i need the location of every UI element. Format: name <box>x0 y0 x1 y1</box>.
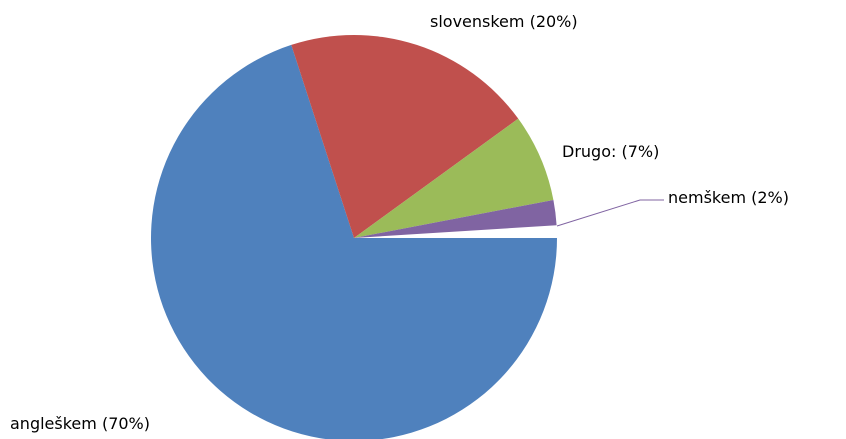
leader-line <box>556 199 664 227</box>
slice-label: angleškem (70%) <box>10 414 150 433</box>
category-name: nemškem <box>668 188 746 207</box>
slice-label: nemškem (2%) <box>668 188 789 207</box>
value-label: (7%) <box>621 142 659 161</box>
value-label: (70%) <box>102 414 150 433</box>
category-name: angleškem <box>10 414 97 433</box>
pie-slice <box>354 199 557 238</box>
value-label: (20%) <box>530 12 578 31</box>
category-name: slovenskem <box>430 12 524 31</box>
slice-label: Drugo: (7%) <box>562 142 659 161</box>
slice-label: slovenskem (20%) <box>430 12 578 31</box>
category-name: Drugo: <box>562 142 616 161</box>
value-label: (2%) <box>751 188 789 207</box>
pie-slice <box>354 118 554 238</box>
pie-slice <box>151 44 557 439</box>
pie-slice <box>291 35 519 239</box>
